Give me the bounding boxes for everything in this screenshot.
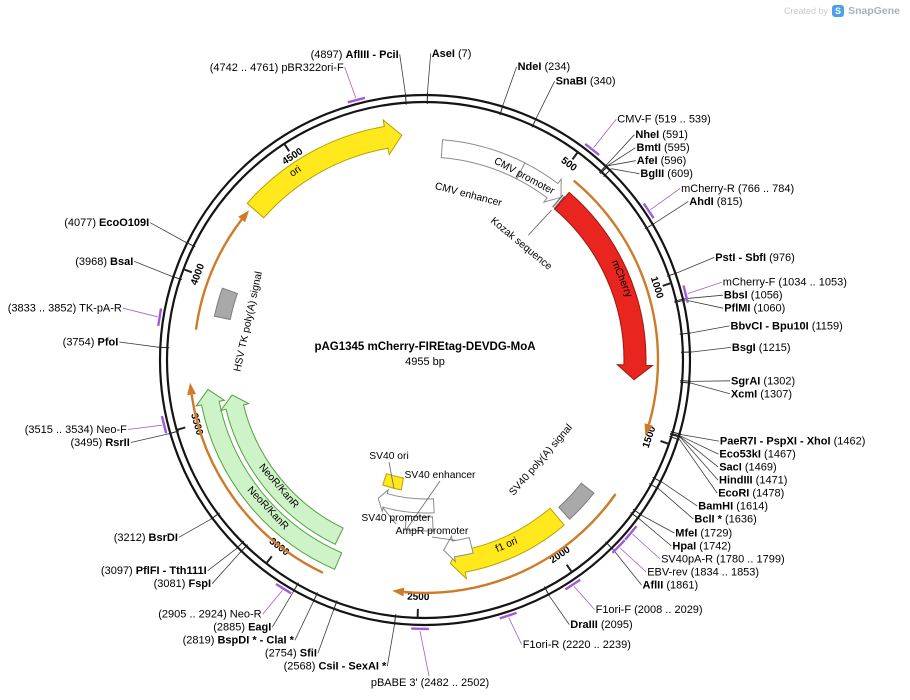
site-label[interactable]: (4077) EcoO109I [64, 217, 149, 229]
site-label[interactable]: PaeR7I - PspXI - XhoI (1462) [720, 436, 866, 448]
watermark-prefix: Created by [784, 6, 829, 16]
feature-label-sv40-ori[interactable]: SV40 ori [369, 451, 409, 462]
scale-tick-label: 1000 [648, 275, 665, 300]
orf-arrowhead [392, 587, 405, 597]
primer-label[interactable]: SV40pA-R (1780 .. 1799) [661, 554, 785, 566]
site-label[interactable]: (4897) AflIII - PciI [311, 49, 399, 61]
site-label[interactable]: XcmI (1307) [731, 388, 792, 400]
feature-label-sv40-promoter[interactable]: SV40 promoter [361, 513, 431, 524]
feature-f1-ori[interactable] [449, 507, 565, 581]
feature-cmv-promoter[interactable] [516, 162, 562, 203]
feature-sv40-promoter[interactable] [377, 488, 435, 514]
primer-label[interactable]: (3515 .. 3534) Neo-F [25, 424, 127, 436]
site-label[interactable]: BbvCI - Bpu10I (1159) [731, 320, 843, 332]
site-label[interactable]: AfeI (596) [637, 155, 687, 167]
site-label[interactable]: AseI (7) [432, 48, 472, 60]
site-label[interactable]: BsgI (1215) [732, 342, 791, 354]
feature-sv40-enhancer[interactable] [404, 515, 434, 532]
site-label[interactable]: (2754) SfiI [265, 648, 317, 660]
feature-hsv-tk-pa[interactable] [213, 287, 239, 321]
primer-label[interactable]: F1ori-F (2008 .. 2029) [596, 604, 703, 616]
site-label[interactable]: HpaI (1742) [672, 541, 731, 553]
orf-arrowhead [238, 210, 249, 223]
orf-arrowhead [187, 382, 196, 396]
site-label[interactable]: BglII (609) [640, 168, 693, 180]
site-label[interactable]: HindIII (1471) [719, 475, 787, 487]
scale-tick-label: 2500 [407, 592, 430, 604]
orf-arrow [403, 493, 617, 595]
site-label[interactable]: DraIII (2095) [570, 619, 632, 631]
primer-label[interactable]: mCherry-R (766 .. 784) [681, 183, 794, 195]
feature-label-cmv-enhancer[interactable]: CMV enhancer [434, 181, 504, 209]
backbone-inner-circle [165, 100, 685, 620]
primer-label[interactable]: F1ori-R (2220 .. 2239) [523, 639, 631, 651]
backbone-outer-circle [158, 93, 692, 627]
scale-tick-label: 4000 [189, 262, 207, 287]
feature-ori[interactable] [246, 118, 403, 219]
site-label[interactable]: AhdI (815) [689, 196, 742, 208]
feature-label-ori[interactable]: ori [288, 164, 304, 180]
primer-label[interactable]: (3833 .. 3852) TK-pA-R [8, 303, 122, 315]
site-label[interactable]: SacI (1469) [719, 462, 777, 474]
feature-label-ampr-promoter[interactable]: AmpR promoter [396, 526, 469, 537]
site-label[interactable]: MfeI (1729) [675, 528, 732, 540]
site-label[interactable]: (3081) FspI [154, 578, 211, 590]
site-label[interactable]: (3097) PflFI - Tth111I [101, 565, 207, 577]
site-label[interactable]: SnaBI (340) [556, 76, 616, 88]
watermark-brand: SnapGene [848, 5, 900, 17]
site-label[interactable]: (3212) BsrDI [114, 532, 178, 544]
site-label[interactable]: EcoRI (1478) [718, 488, 784, 500]
feature-neor-kanr-outer[interactable] [195, 388, 343, 570]
site-label[interactable]: (2819) BspDI * - ClaI * [183, 635, 295, 647]
site-label[interactable]: PflMI (1060) [724, 303, 785, 315]
site-label[interactable]: (3754) PfoI [63, 337, 119, 349]
orf-arrowhead [644, 423, 654, 436]
primer-label[interactable]: pBABE 3' (2482 .. 2502) [371, 677, 489, 689]
feature-label-sv40-pa[interactable]: SV40 poly(A) signal [507, 422, 574, 498]
primer-label[interactable]: (2905 .. 2924) Neo-R [158, 609, 261, 621]
snapgene-watermark: Created by S SnapGene [784, 5, 900, 17]
orf-arrow [190, 394, 324, 574]
site-label[interactable]: Eco53kI (1467) [719, 449, 795, 461]
site-label[interactable]: (3495) RsrII [70, 437, 129, 449]
site-label[interactable]: BamHI (1614) [698, 501, 768, 513]
site-label[interactable]: (2885) EagI [213, 622, 271, 634]
site-label[interactable]: NdeI (234) [518, 61, 571, 73]
site-label[interactable]: PstI - SbfI (976) [715, 252, 794, 264]
feature-neor-kanr-inner[interactable] [219, 394, 344, 545]
primer-label[interactable]: EBV-rev (1834 .. 1853) [647, 567, 759, 579]
site-label[interactable]: (2568) CsiI - SexAI * [284, 661, 387, 673]
orf-arrow [572, 179, 660, 425]
primer-label[interactable]: (4742 .. 4761) pBR322ori-F [210, 62, 344, 74]
orf-arrow [194, 218, 243, 330]
site-label[interactable]: NheI (591) [635, 129, 688, 141]
primer-label[interactable]: CMV-F (519 .. 539) [617, 114, 711, 126]
site-label[interactable]: BbsI (1056) [724, 290, 783, 302]
site-label[interactable]: SgrAI (1302) [731, 375, 795, 387]
feature-label-sv40-enhancer[interactable]: SV40 enhancer [405, 470, 477, 481]
primer-label[interactable]: mCherry-F (1034 .. 1053) [723, 277, 847, 289]
feature-label-hsv-tk-pa[interactable]: HSV TK poly(A) signal [232, 271, 265, 373]
feature-sv40-pa[interactable] [558, 482, 595, 520]
site-label[interactable]: (3968) BsaI [75, 256, 133, 268]
feature-label-kozak[interactable]: Kozak sequence [488, 216, 554, 273]
site-label[interactable]: AflII (1861) [643, 580, 699, 592]
scale-tick-label: 500 [559, 155, 579, 174]
site-label[interactable]: BmtI (595) [637, 142, 690, 154]
feature-ampr-promoter[interactable] [443, 534, 474, 563]
site-label[interactable]: BclI * (1636) [694, 514, 756, 526]
snapgene-logo-icon: S [832, 5, 845, 17]
feature-mcherry[interactable] [553, 191, 654, 381]
